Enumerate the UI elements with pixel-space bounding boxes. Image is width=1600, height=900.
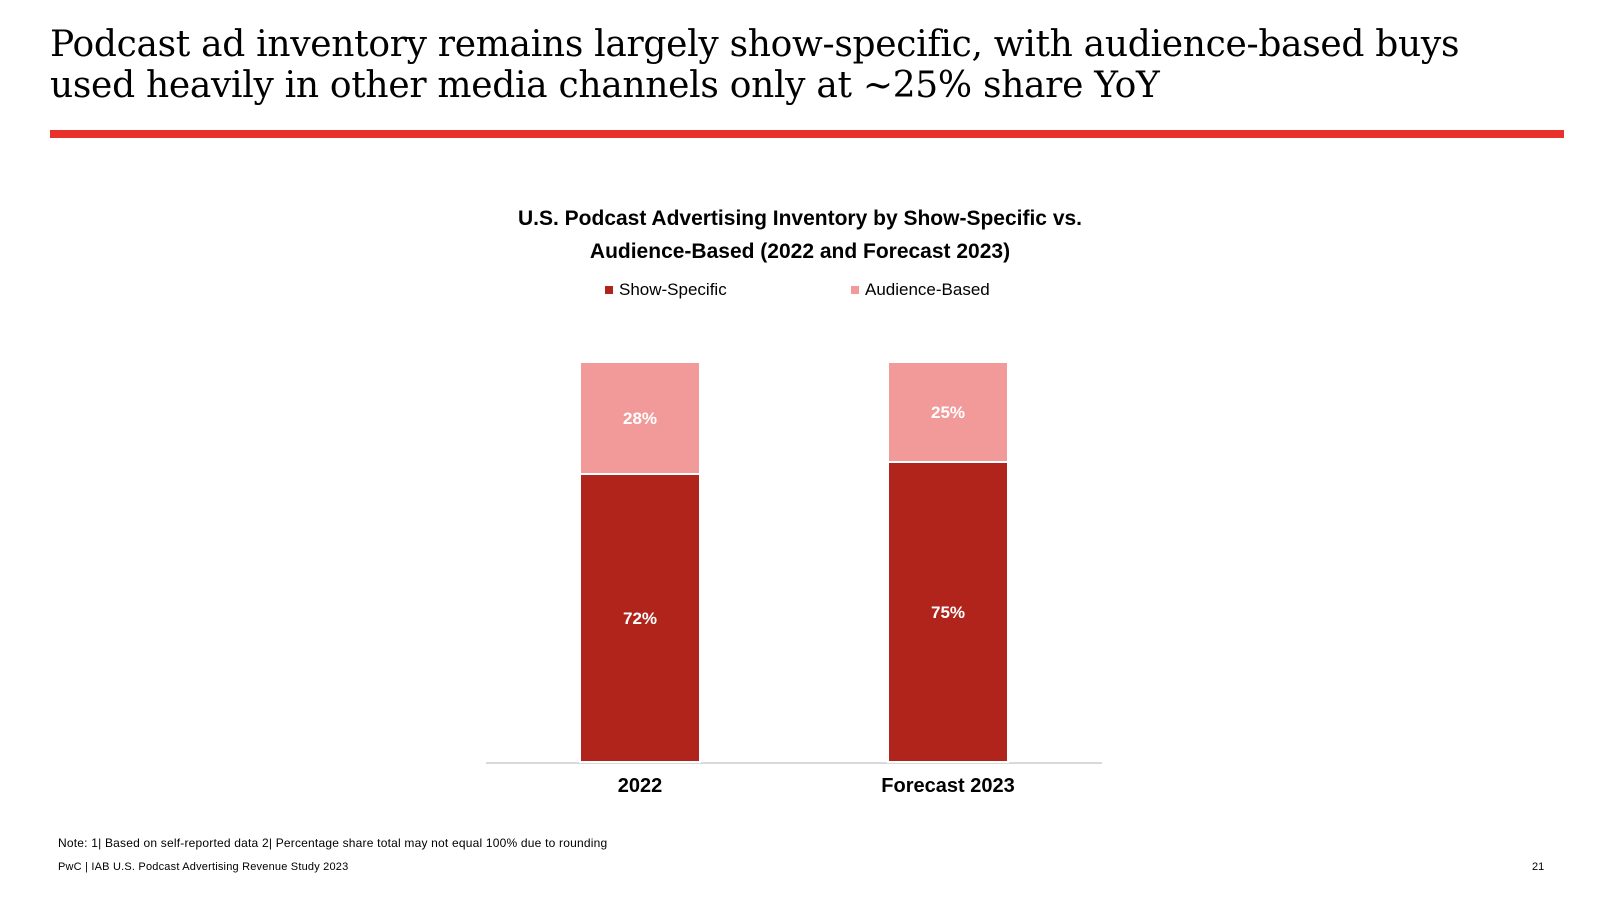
- title-accent-rule: [50, 130, 1564, 138]
- slide-title: Podcast ad inventory remains largely sho…: [50, 24, 1460, 106]
- data-label-audience-based-2022: 28%: [623, 409, 657, 428]
- chart-title-line-2: Audience-Based (2022 and Forecast 2023): [589, 240, 1011, 263]
- x-tick-label-forecast-2023: Forecast 2023: [881, 775, 1014, 797]
- legend-swatch-show-specific: [605, 286, 613, 294]
- legend-swatch-audience-based: [851, 286, 859, 294]
- chart-title-line-1: U.S. Podcast Advertising Inventory by Sh…: [517, 207, 1083, 230]
- data-label-show-specific-2022: 72%: [623, 609, 657, 628]
- legend-item-audience-based: Audience-Based: [851, 280, 990, 300]
- bar-show-specific-2022: [579, 473, 701, 763]
- data-label-audience-based-forecast-2023: 25%: [931, 403, 965, 422]
- legend-item-show-specific: Show-Specific: [605, 280, 727, 300]
- page-number: 21: [1532, 861, 1545, 873]
- bar-audience-based-2022: [579, 361, 701, 475]
- chart-title: U.S. Podcast Advertising Inventory by Sh…: [440, 202, 1160, 268]
- bar-audience-based-forecast-2023: [887, 361, 1009, 463]
- footnote: Note: 1| Based on self-reported data 2| …: [58, 836, 608, 850]
- data-label-show-specific-forecast-2023: 75%: [931, 603, 965, 622]
- bar-show-specific-forecast-2023: [887, 461, 1009, 763]
- x-tick-label-2022: 2022: [618, 775, 663, 797]
- legend-label-audience-based: Audience-Based: [865, 280, 990, 299]
- source-line: PwC | IAB U.S. Podcast Advertising Reven…: [58, 861, 349, 873]
- legend-label-show-specific: Show-Specific: [619, 280, 727, 299]
